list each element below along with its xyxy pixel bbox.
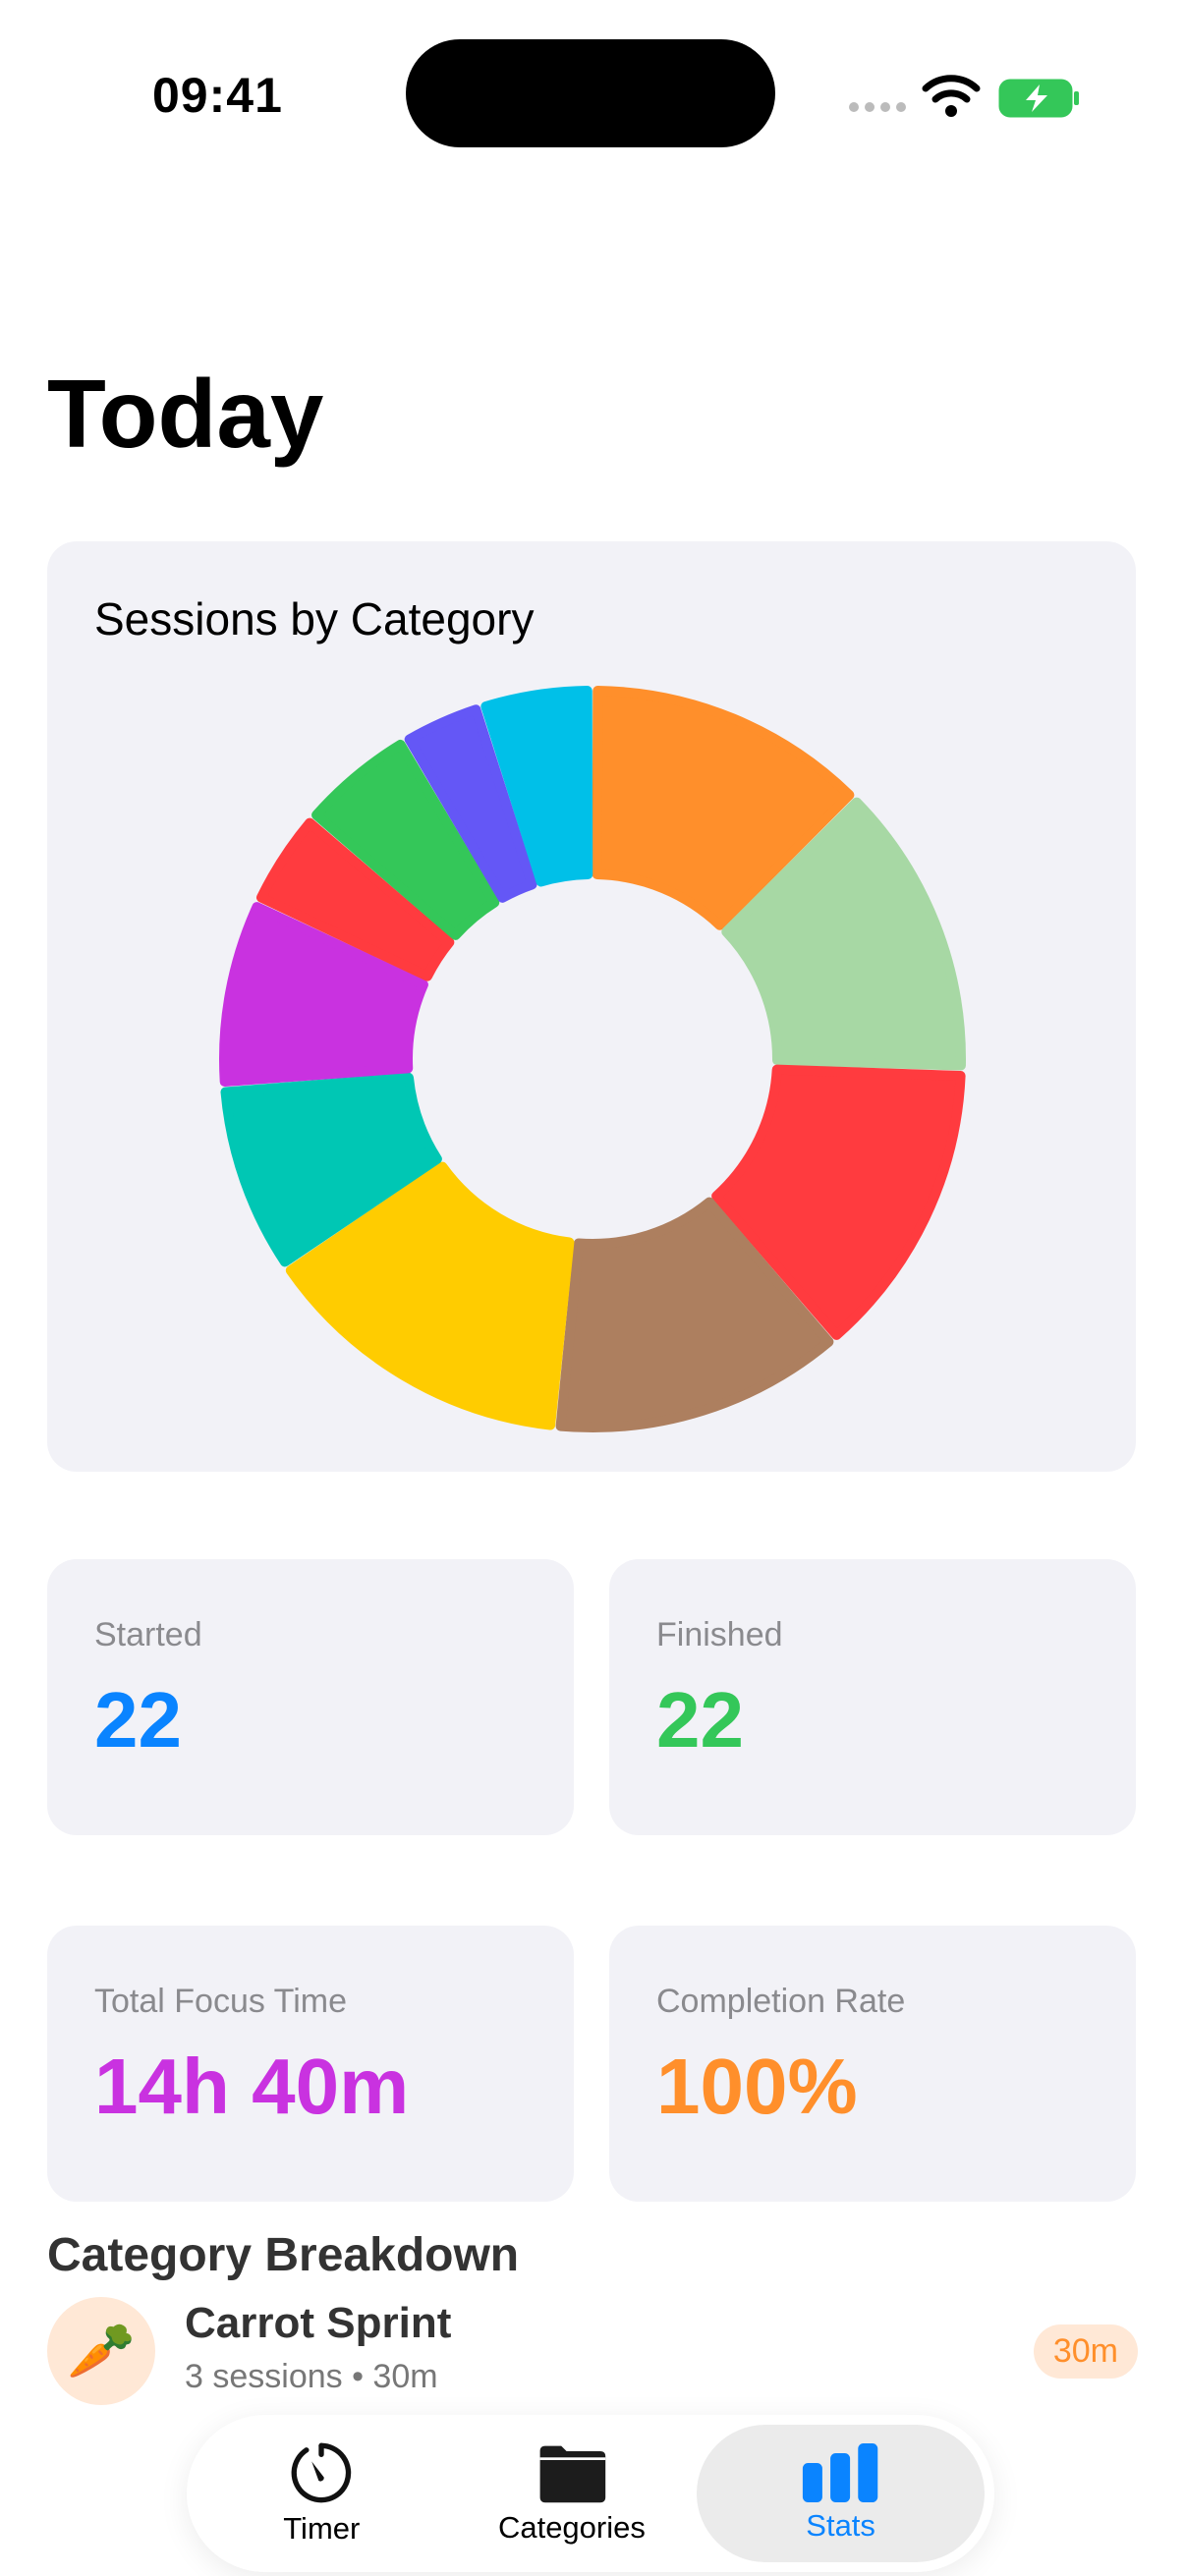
- donut-slice: [220, 1072, 442, 1267]
- tab-bar: Timer Categories Stats: [187, 2415, 994, 2572]
- donut-slice: [285, 1161, 575, 1430]
- section-title: Category Breakdown: [47, 2229, 520, 2281]
- category-name: Carrot Sprint: [185, 2299, 452, 2347]
- donut-slice: [311, 739, 500, 940]
- tab-timer[interactable]: Timer: [197, 2425, 447, 2562]
- bar-chart-icon: [802, 2443, 877, 2502]
- list-item[interactable]: 🥕 Carrot Sprint 3 sessions • 30m 30m: [47, 2293, 1138, 2409]
- donut-slice: [721, 797, 966, 1071]
- folder-icon: [539, 2445, 606, 2502]
- tab-categories[interactable]: Categories: [447, 2425, 698, 2562]
- stat-value: 22: [656, 1676, 744, 1764]
- status-time: 09:41: [152, 68, 283, 123]
- stat-started: Started 22: [47, 1559, 574, 1835]
- stat-label: Started: [94, 1616, 202, 1653]
- category-detail: 3 sessions • 30m: [185, 2358, 438, 2395]
- donut-slice: [219, 902, 428, 1088]
- battery-charging-icon: [998, 79, 1079, 118]
- stat-value: 14h 40m: [94, 2043, 410, 2130]
- wifi-icon: [922, 75, 981, 117]
- chart-title: Sessions by Category: [94, 593, 535, 644]
- donut-slice: [255, 817, 455, 981]
- category-time-badge: 30m: [1033, 2324, 1138, 2379]
- stat-label: Total Focus Time: [94, 1983, 347, 2020]
- stat-label: Completion Rate: [656, 1983, 906, 2020]
- stat-value: 22: [94, 1676, 182, 1764]
- tab-label: Timer: [283, 2511, 361, 2546]
- donut-slice: [480, 686, 593, 887]
- donut-slice: [711, 1064, 966, 1340]
- cellular-icon: [849, 102, 906, 112]
- tab-label: Stats: [806, 2508, 875, 2543]
- stat-completion-rate: Completion Rate 100%: [609, 1926, 1136, 2202]
- tab-label: Categories: [497, 2509, 646, 2545]
- carrot-icon: 🥕: [47, 2297, 155, 2405]
- stat-total-focus-time: Total Focus Time 14h 40m: [47, 1926, 574, 2202]
- donut-slice: [404, 704, 537, 903]
- tab-stats[interactable]: Stats: [697, 2425, 986, 2562]
- timer-icon: [291, 2442, 352, 2503]
- dynamic-island: [406, 39, 775, 147]
- stat-finished: Finished 22: [609, 1559, 1136, 1835]
- donut-slice: [592, 686, 855, 930]
- page-title: Today: [47, 360, 324, 468]
- stat-value: 100%: [656, 2043, 858, 2130]
- donut-slice: [555, 1197, 834, 1432]
- donut-chart: [219, 686, 966, 1432]
- sessions-chart-card: Sessions by Category: [47, 541, 1136, 1472]
- stat-label: Finished: [656, 1616, 783, 1653]
